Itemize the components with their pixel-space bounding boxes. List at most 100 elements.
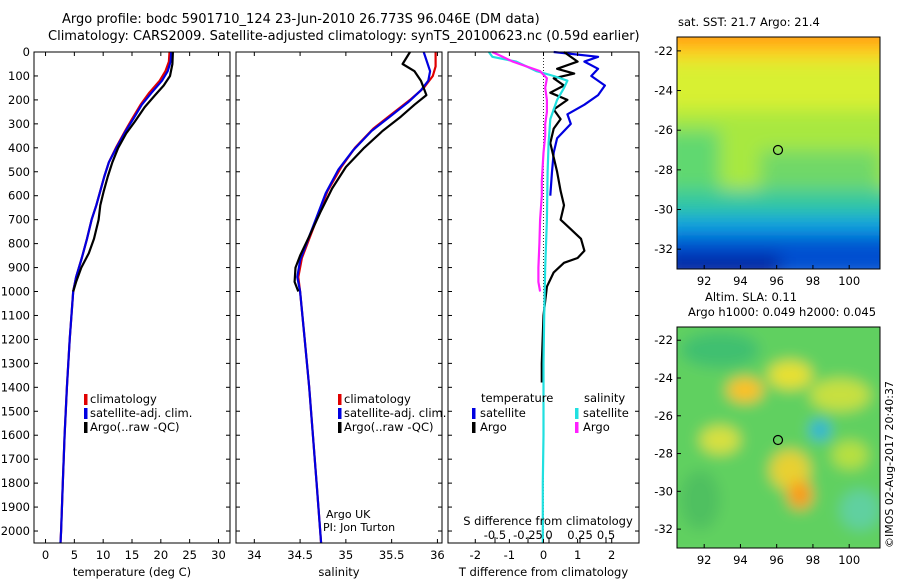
series-line xyxy=(491,51,548,292)
series-line xyxy=(293,51,428,292)
legend-swatch xyxy=(84,394,88,405)
legend-title-temperature: temperature xyxy=(481,391,553,405)
x-tick-label: 0 xyxy=(540,548,547,562)
map-x-tick-label: 96 xyxy=(769,553,784,567)
series-line xyxy=(59,51,173,544)
x-axis-label: temperature (deg C) xyxy=(73,565,191,579)
x-tick-label: -1 xyxy=(504,548,515,562)
series-line xyxy=(549,50,606,196)
x-tick-label: 35.5 xyxy=(379,548,405,562)
map-x-tick-label: 98 xyxy=(806,274,821,288)
series-line xyxy=(297,52,437,544)
map-y-tick-label: -22 xyxy=(654,333,673,347)
sla-map: 92 94 96 98 100 -22 -24 -26 -28 -30 -32 xyxy=(654,326,881,567)
sla-title-1: Altim. SLA: 0.11 xyxy=(705,290,797,304)
x-axis-label: salinity xyxy=(318,565,359,579)
map-y-tick-label: -24 xyxy=(654,84,673,98)
map-x-tick-label: 94 xyxy=(733,553,748,567)
map-y-tick-label: -30 xyxy=(654,203,673,217)
y-tick-label: 700 xyxy=(8,213,30,227)
y-tick-label: 900 xyxy=(8,261,30,275)
argo-location-marker-sla xyxy=(772,434,784,446)
y-tick-label: 300 xyxy=(8,117,30,131)
sla-title-2: Argo h1000: 0.049 h2000: 0.045 xyxy=(688,305,876,319)
x-tick-label: 5 xyxy=(71,548,78,562)
series-line xyxy=(72,51,174,292)
legend-swatch xyxy=(84,422,88,433)
y-tick-label: 1600 xyxy=(1,428,30,442)
difference-panel: -2 -1 0 1 2 T difference from climatology temp… xyxy=(447,50,640,579)
y-tick-label: 800 xyxy=(8,237,30,251)
legend-label: satellite xyxy=(583,406,629,420)
legend-label: Argo xyxy=(583,420,610,434)
legend-label: climatology xyxy=(90,392,157,406)
legend-swatch xyxy=(338,422,342,433)
x-axis-label: T difference from climatology xyxy=(458,565,629,579)
x-tick-label: 25 xyxy=(182,548,197,562)
map-y-tick-label: -32 xyxy=(654,522,673,536)
temperature-panel: 0 5 10 15 20 25 300100200300400500600700800900… xyxy=(1,45,231,579)
legend-label: satellite-adj. clim. xyxy=(90,406,192,420)
map-y-tick-label: -28 xyxy=(654,163,673,177)
map-x-tick-label: 100 xyxy=(838,553,860,567)
secondary-x-tick-label: 0.25 xyxy=(567,528,593,542)
y-tick-label: 1100 xyxy=(1,308,30,322)
y-tick-label: 2000 xyxy=(1,524,30,538)
legend-title-salinity: salinity xyxy=(584,391,625,405)
legend-label: climatology xyxy=(344,392,411,406)
y-tick-label: 100 xyxy=(8,69,30,83)
secondary-x-axis-label: S difference from climatology xyxy=(463,514,633,528)
secondary-x-tick-label: 0.5 xyxy=(597,528,615,542)
y-tick-label: 1700 xyxy=(1,452,30,466)
argo-location-marker xyxy=(772,144,784,156)
map-x-tick-label: 96 xyxy=(769,274,784,288)
map-x-tick-label: 92 xyxy=(697,553,712,567)
legend-swatch xyxy=(338,394,342,405)
map-y-tick-label: -26 xyxy=(654,409,673,423)
legend-swatch xyxy=(84,408,88,419)
legend-swatch xyxy=(338,408,342,419)
map-y-tick-label: -28 xyxy=(654,447,673,461)
y-tick-label: 1800 xyxy=(1,476,30,490)
y-tick-label: 400 xyxy=(8,141,30,155)
y-tick-label: 200 xyxy=(8,93,30,107)
sst-title: sat. SST: 21.7 Argo: 21.4 xyxy=(678,15,820,29)
imos-timestamp: ©IMOS 02-Aug-2017 20:40:37 xyxy=(883,381,896,548)
x-tick-label: 15 xyxy=(125,548,140,562)
secondary-x-tick-label: -0.25 xyxy=(513,528,543,542)
series-line xyxy=(296,51,432,544)
map-x-tick-label: 92 xyxy=(697,274,712,288)
y-tick-label: 0 xyxy=(23,45,30,59)
legend-label: Argo(..raw -QC) xyxy=(90,420,180,434)
x-tick-label: 10 xyxy=(96,548,111,562)
figure-title-line2: Climatology: CARS2009. Satellite-adjuste… xyxy=(48,29,640,44)
x-tick-label: 34.5 xyxy=(287,548,313,562)
map-y-tick-label: -22 xyxy=(654,44,673,58)
y-tick-label: 1300 xyxy=(1,356,30,370)
map-x-tick-label: 100 xyxy=(838,274,860,288)
legend-swatch xyxy=(575,422,579,433)
salinity-panel: 34 34.5 35 35.5 36 salinity climatologysatelli… xyxy=(235,51,446,579)
map-y-tick-label: -24 xyxy=(654,371,673,385)
map-y-tick-label: -26 xyxy=(654,123,673,137)
sst-map: 92 94 96 98 100 -22 -24 -26 -28 -30 -32 xyxy=(654,36,881,288)
x-tick-label: 0 xyxy=(42,548,49,562)
y-tick-label: 1400 xyxy=(1,380,30,394)
series-line xyxy=(59,51,171,544)
y-tick-label: 1500 xyxy=(1,404,30,418)
legend-swatch xyxy=(472,408,476,419)
map-x-tick-label: 98 xyxy=(806,553,821,567)
x-tick-label: 35 xyxy=(339,548,354,562)
credit-line2: PI: Jon Turton xyxy=(323,521,395,534)
legend-label: satellite xyxy=(480,406,526,420)
legend-swatch xyxy=(472,422,476,433)
map-x-tick-label: 94 xyxy=(733,274,748,288)
secondary-x-tick-label: -0.5 xyxy=(484,528,506,542)
legend-swatch xyxy=(575,408,579,419)
series-line xyxy=(540,51,586,383)
x-tick-label: 20 xyxy=(154,548,169,562)
x-tick-label: 34 xyxy=(247,548,262,562)
secondary-x-tick-label: 0 xyxy=(545,528,552,542)
x-tick-label: -2 xyxy=(470,548,481,562)
